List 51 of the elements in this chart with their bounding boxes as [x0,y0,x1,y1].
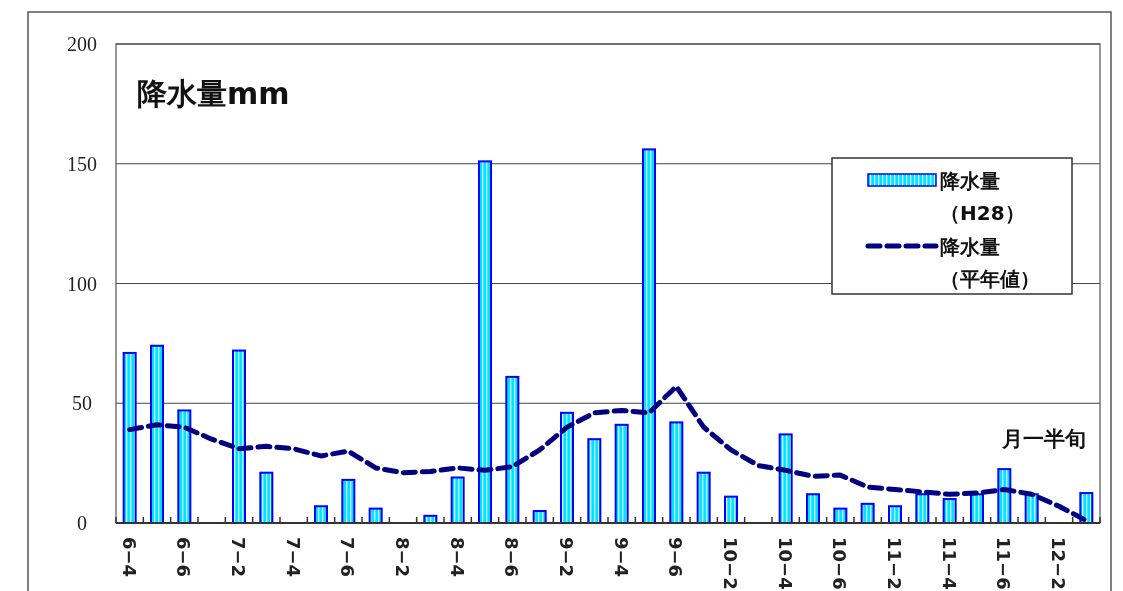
x-tick-label: 10−6 [829,537,851,590]
bar [942,498,957,524]
y-tick-label: 0 [77,512,87,534]
x-tick-label: 11−6 [993,537,1015,590]
bar [724,495,738,524]
bar [997,468,1012,524]
bar [122,351,137,524]
x-tick-label: 7−6 [337,537,359,578]
bar [642,148,656,524]
x-tick-label: 6−6 [173,537,195,578]
x-tick-label: 7−4 [282,537,304,578]
text: 降水量mm [137,76,290,111]
x-tick-label: 10−2 [720,537,741,590]
bar [669,421,684,524]
bar [696,471,711,524]
bar [314,505,328,524]
x-tick-label: 7−2 [228,537,249,578]
y-tick-label: 100 [67,272,97,295]
x-tick-label: 12−2 [1048,537,1069,590]
x-tick-label: 8−2 [392,537,413,578]
x-tick-label: 11−2 [884,537,905,590]
bar [778,433,793,524]
bar [478,160,492,524]
legend-label: 降水量（平年値） [940,235,1040,291]
x-tick-label: 10−4 [774,537,796,590]
bar [587,438,602,524]
x-axis-title: 月一半旬 [1001,427,1086,451]
bar [505,375,520,524]
bar [450,476,465,524]
bar [888,505,902,524]
bar [232,349,246,524]
bar [150,344,164,524]
legend-label: 降水量（H28） [940,169,1025,225]
x-tick-label: 6−4 [118,537,140,578]
bar [915,493,930,524]
x-tick-label: 9−4 [610,537,632,578]
y-tick-label: 50 [72,392,92,415]
bar [177,409,192,524]
bar [259,471,274,524]
x-tick-label: 11−4 [938,537,960,590]
y-tick-label: 200 [67,33,97,55]
x-tick-label: 9−2 [556,537,577,578]
bar [341,478,356,524]
y-tick-label: 150 [67,152,97,175]
bar [806,493,820,524]
x-tick-label: 8−4 [446,537,468,578]
x-tick-label: 9−6 [665,537,687,578]
x-tick-label: 8−6 [501,537,523,578]
bar [614,423,629,524]
bar [560,411,574,524]
bar [860,502,875,524]
